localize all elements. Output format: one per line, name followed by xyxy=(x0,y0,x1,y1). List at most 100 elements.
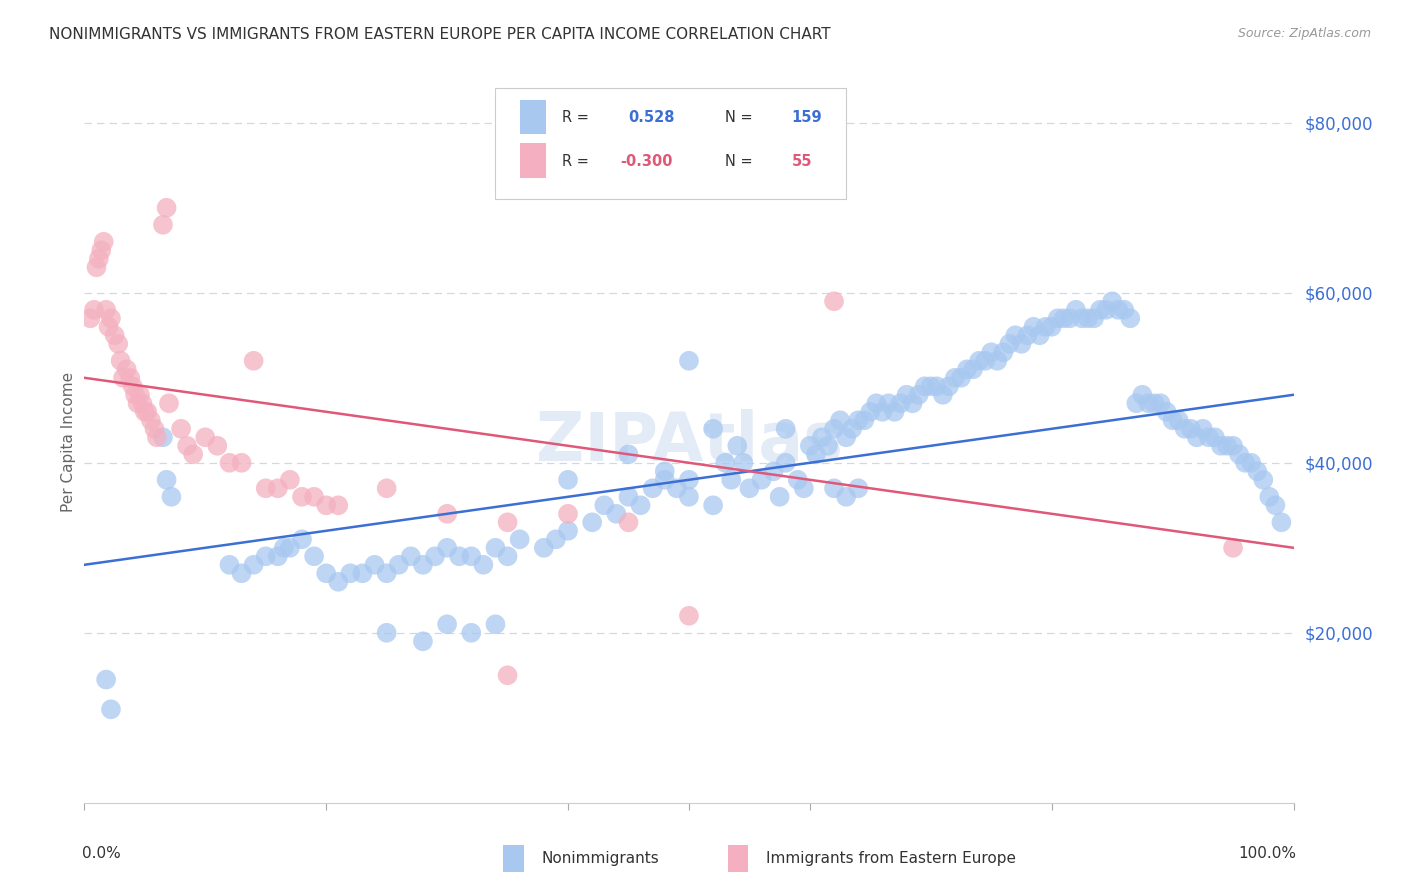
Text: R =: R = xyxy=(562,111,593,126)
Point xyxy=(617,516,640,530)
Point xyxy=(1028,328,1050,343)
Point xyxy=(733,456,755,470)
Point xyxy=(793,481,815,495)
Point xyxy=(1180,422,1202,436)
Point xyxy=(449,549,471,564)
Point xyxy=(865,396,887,410)
Point xyxy=(830,413,852,427)
Point xyxy=(1204,430,1226,444)
Point xyxy=(859,405,882,419)
Point xyxy=(630,498,652,512)
Point xyxy=(207,439,229,453)
Point xyxy=(375,481,398,495)
Point xyxy=(1143,396,1166,410)
Point xyxy=(146,430,169,444)
Point xyxy=(115,362,138,376)
Point xyxy=(720,473,742,487)
Point xyxy=(920,379,942,393)
Point xyxy=(883,405,905,419)
Point xyxy=(769,490,792,504)
Point xyxy=(328,574,350,589)
Point xyxy=(533,541,555,555)
Text: N =: N = xyxy=(725,153,758,169)
Point xyxy=(1035,319,1057,334)
Point xyxy=(155,201,177,215)
Point xyxy=(231,456,253,470)
Y-axis label: Per Capita Income: Per Capita Income xyxy=(60,371,76,512)
Point xyxy=(1132,388,1154,402)
Point xyxy=(925,379,948,393)
Point xyxy=(218,558,240,572)
Point xyxy=(127,396,149,410)
Point xyxy=(139,413,162,427)
Point xyxy=(120,371,142,385)
Point xyxy=(678,490,700,504)
Point xyxy=(901,396,924,410)
Text: 55: 55 xyxy=(792,153,813,169)
Point xyxy=(799,439,821,453)
Point xyxy=(581,516,603,530)
Point xyxy=(160,490,183,504)
Point xyxy=(1071,311,1094,326)
Point xyxy=(1253,473,1275,487)
Point xyxy=(267,481,290,495)
Point xyxy=(811,430,834,444)
Point xyxy=(83,302,105,317)
Point xyxy=(157,396,180,410)
Point xyxy=(152,430,174,444)
Point xyxy=(762,464,785,478)
Point xyxy=(1114,302,1136,317)
Point xyxy=(993,345,1015,359)
Point xyxy=(1198,430,1220,444)
Point xyxy=(775,456,797,470)
Point xyxy=(129,388,152,402)
Point xyxy=(1088,302,1111,317)
Point xyxy=(1156,405,1178,419)
Point xyxy=(1161,413,1184,427)
Point xyxy=(100,311,122,326)
Point xyxy=(97,319,120,334)
Point xyxy=(302,490,325,504)
Point xyxy=(1264,498,1286,512)
FancyBboxPatch shape xyxy=(520,143,547,178)
Point xyxy=(907,388,929,402)
Point xyxy=(496,668,519,682)
Point xyxy=(617,447,640,461)
Point xyxy=(1101,294,1123,309)
Point xyxy=(242,353,264,368)
Point xyxy=(315,498,337,512)
Point xyxy=(1046,311,1069,326)
Point xyxy=(352,566,374,581)
Point xyxy=(641,481,664,495)
Point xyxy=(605,507,627,521)
Point xyxy=(1216,439,1239,453)
Point xyxy=(152,218,174,232)
Point xyxy=(544,533,567,547)
Point xyxy=(804,447,827,461)
Text: N =: N = xyxy=(725,111,758,126)
Point xyxy=(90,244,112,258)
Point xyxy=(496,549,519,564)
Point xyxy=(1270,516,1292,530)
Point xyxy=(654,464,676,478)
Point xyxy=(112,371,135,385)
FancyBboxPatch shape xyxy=(495,87,846,200)
Point xyxy=(890,396,912,410)
Text: Source: ZipAtlas.com: Source: ZipAtlas.com xyxy=(1237,27,1371,40)
Point xyxy=(94,302,117,317)
Point xyxy=(328,498,350,512)
Point xyxy=(412,634,434,648)
Point xyxy=(267,549,290,564)
Point xyxy=(823,422,845,436)
Text: 100.0%: 100.0% xyxy=(1237,847,1296,861)
Point xyxy=(1234,456,1257,470)
Point xyxy=(1004,328,1026,343)
Point xyxy=(1246,464,1268,478)
Point xyxy=(877,396,900,410)
Point xyxy=(980,345,1002,359)
Point xyxy=(846,481,869,495)
Point xyxy=(665,481,688,495)
Point xyxy=(170,422,193,436)
Point xyxy=(94,673,117,687)
Point xyxy=(823,294,845,309)
